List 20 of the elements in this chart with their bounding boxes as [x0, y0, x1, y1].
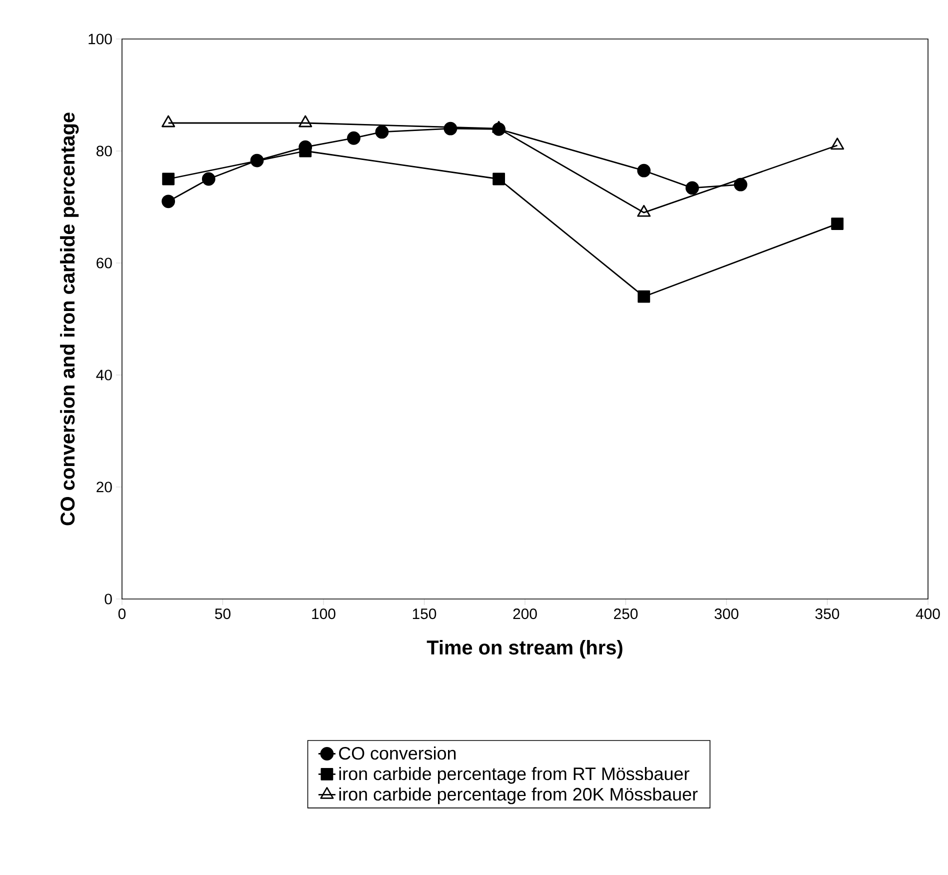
y-tick-label: 0: [104, 594, 112, 604]
legend-label: iron carbide percentage from RT Mössbauer: [339, 766, 690, 784]
x-tick-label: 300: [714, 608, 738, 620]
x-tick-label: 50: [215, 608, 230, 620]
y-axis-title: CO conversion and iron carbide percentage: [60, 112, 79, 526]
x-tick-label: 250: [614, 608, 638, 620]
x-tick-label: 400: [916, 608, 940, 620]
x-tick-label: 100: [312, 608, 336, 620]
x-tick-label: 0: [118, 608, 126, 620]
x-tick-label: 150: [412, 608, 436, 620]
x-axis-title: Time on stream (hrs): [426, 640, 622, 659]
legend-label: iron carbide percentage from 20K Mössbauer: [339, 787, 698, 804]
y-tick-label: 20: [96, 482, 112, 492]
y-tick-label: 60: [96, 258, 112, 268]
x-tick-label: 200: [513, 608, 537, 620]
x-tick-label: 350: [815, 608, 840, 620]
y-tick-label: 100: [88, 34, 112, 44]
y-tick-label: 40: [96, 370, 112, 380]
legend-label: CO conversion: [339, 746, 456, 760]
y-tick-label: 80: [96, 146, 112, 156]
